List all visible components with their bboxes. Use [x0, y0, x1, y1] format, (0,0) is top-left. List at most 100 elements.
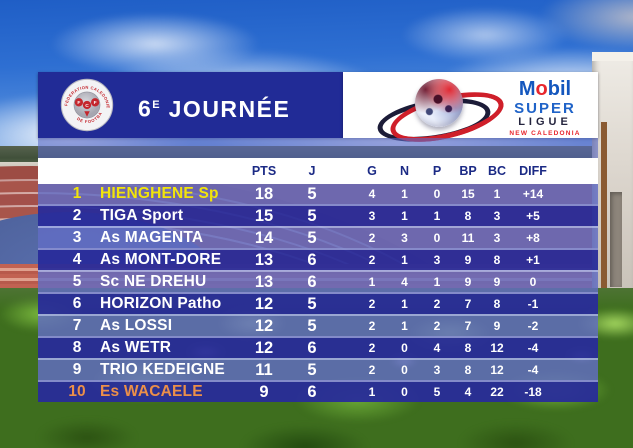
cell-j: 5 — [307, 185, 317, 203]
cell-team: As MONT-DORE — [100, 251, 222, 268]
table-top-strip — [38, 138, 598, 158]
cell-diff: 0 — [529, 275, 537, 289]
cell-team: As LOSSI — [100, 317, 173, 334]
cell-team: TRIO KEDEIGNE — [100, 361, 225, 378]
cell-bp: 7 — [464, 319, 472, 333]
cell-pos: 9 — [72, 361, 82, 378]
cell-p: 0 — [433, 187, 441, 201]
table-row: 6 HORIZON Patho 12 5 2 1 2 7 8 -1 — [38, 292, 598, 314]
cell-pts: 11 — [255, 361, 273, 379]
cell-p: 0 — [433, 231, 441, 245]
table-row: 4 As MONT-DORE 13 6 2 1 3 9 8 +1 — [38, 248, 598, 270]
soccer-ball-logo-icon — [371, 74, 509, 152]
cell-diff: -2 — [527, 319, 539, 333]
col-label-diff: DIFF — [519, 164, 547, 178]
cell-pos: 3 — [72, 229, 82, 246]
cell-g: 1 — [368, 275, 376, 289]
cell-diff: -4 — [527, 363, 539, 377]
table-row: 10 Es WACAELE 9 6 1 0 5 4 22 -18 — [38, 380, 598, 402]
cell-bp: 9 — [464, 275, 472, 289]
soccer-ball-icon — [415, 79, 463, 127]
cell-bp: 8 — [464, 209, 472, 223]
cell-diff: +8 — [526, 231, 540, 245]
cell-bp: 4 — [464, 385, 472, 399]
cell-n: 4 — [401, 275, 408, 289]
cell-pos: 4 — [72, 251, 82, 268]
cell-p: 2 — [433, 319, 441, 333]
standings-rows: 1 HIENGHENE Sp 18 5 4 1 0 15 1 +14 2 TIGA Sport 15 5 3… — [38, 184, 598, 402]
table-row: 8 As WETR 12 6 2 0 4 8 12 -4 — [38, 336, 598, 358]
cell-bc: 12 — [490, 341, 504, 355]
ligue-text: LIGUE — [518, 115, 572, 128]
table-row: 9 TRIO KEDEIGNE 11 5 2 0 3 8 12 -4 — [38, 358, 598, 380]
cell-j: 6 — [307, 339, 317, 357]
cell-diff: +14 — [522, 187, 544, 201]
super-text: SUPER — [514, 100, 576, 117]
cell-diff: +1 — [526, 253, 540, 267]
cell-g: 2 — [368, 319, 376, 333]
cell-team: As MAGENTA — [100, 229, 204, 246]
cell-diff: +5 — [526, 209, 540, 223]
cell-bc: 8 — [493, 297, 501, 311]
cell-p: 4 — [433, 341, 441, 355]
cell-p: 2 — [433, 297, 441, 311]
cell-team: HIENGHENE Sp — [100, 185, 219, 202]
table-row: 5 Sc NE DREHU 13 6 1 4 1 9 9 0 — [38, 270, 598, 292]
cell-p: 3 — [433, 253, 441, 267]
cell-pos: 2 — [72, 207, 82, 224]
table-row: 1 HIENGHENE Sp 18 5 4 1 0 15 1 +14 — [38, 184, 598, 204]
cell-g: 2 — [368, 297, 376, 311]
cell-bc: 9 — [493, 319, 501, 333]
col-label-j: J — [308, 164, 316, 178]
cell-n: 1 — [401, 253, 408, 267]
cell-pos: 10 — [68, 383, 86, 400]
cell-bc: 12 — [490, 363, 504, 377]
cell-team: HORIZON Patho — [100, 295, 222, 312]
cell-g: 2 — [368, 363, 376, 377]
cell-j: 5 — [307, 295, 317, 313]
cell-team: Sc NE DREHU — [100, 273, 207, 290]
col-label-bp: BP — [459, 164, 477, 178]
cell-p: 1 — [433, 209, 441, 223]
cell-diff: -18 — [524, 385, 542, 399]
cell-bc: 3 — [493, 231, 501, 245]
col-label-bc: BC — [487, 164, 507, 178]
cell-g: 2 — [368, 341, 376, 355]
cell-team: Es WACAELE — [100, 383, 203, 400]
cell-pts: 12 — [254, 339, 274, 357]
fcf-logo-svg: FEDERATION CALEDONIENNE DE FOOTBALL F C … — [58, 74, 114, 132]
cell-n: 1 — [401, 297, 408, 311]
cell-n: 0 — [401, 363, 408, 377]
col-label-p: P — [432, 164, 442, 178]
col-label-pts: PTS — [251, 164, 277, 178]
cell-p: 1 — [433, 275, 441, 289]
cell-team: TIGA Sport — [100, 207, 184, 224]
cell-bp: 7 — [464, 297, 472, 311]
cell-pts: 9 — [259, 383, 269, 401]
cell-bc: 3 — [493, 209, 501, 223]
cell-j: 6 — [307, 273, 317, 291]
background-building — [592, 52, 633, 314]
cell-pos: 8 — [72, 339, 82, 356]
column-header-row: PTS J G N P BP BC DIFF — [38, 158, 598, 184]
cell-j: 5 — [307, 229, 317, 247]
cell-j: 5 — [307, 207, 317, 225]
matchday-title: 6E JOURNÉE — [138, 95, 291, 122]
building-pole — [601, 122, 607, 312]
cell-pts: 13 — [254, 273, 274, 291]
cell-g: 2 — [368, 253, 376, 267]
cell-pts: 18 — [254, 185, 274, 203]
table-row: 3 As MAGENTA 14 5 2 3 0 11 3 +8 — [38, 226, 598, 248]
cell-n: 1 — [401, 209, 408, 223]
svg-text:F: F — [94, 100, 97, 106]
cell-pts: 12 — [254, 295, 274, 313]
cell-bp: 8 — [464, 363, 472, 377]
league-wordmark: Mobil SUPER LIGUE NEW CALEDONIA — [495, 79, 595, 138]
cell-pos: 6 — [72, 295, 82, 312]
cell-bc: 22 — [490, 385, 504, 399]
cell-diff: -4 — [527, 341, 539, 355]
cell-bp: 9 — [464, 253, 472, 267]
cell-pos: 5 — [72, 273, 82, 290]
cell-pts: 14 — [254, 229, 274, 247]
